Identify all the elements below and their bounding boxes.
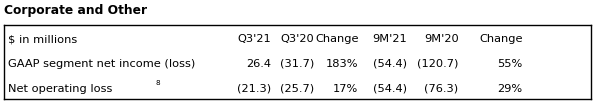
Text: Corporate and Other: Corporate and Other: [4, 4, 148, 17]
Text: 8: 8: [155, 80, 160, 86]
Text: 17%: 17%: [333, 84, 359, 94]
Text: (31.7): (31.7): [280, 59, 314, 68]
Text: 183%: 183%: [326, 59, 359, 68]
Text: 9M'20: 9M'20: [424, 35, 459, 44]
Text: Q3'20: Q3'20: [280, 35, 314, 44]
Text: (76.3): (76.3): [424, 84, 459, 94]
Text: 29%: 29%: [497, 84, 522, 94]
Text: (54.4): (54.4): [373, 84, 407, 94]
Text: (25.7): (25.7): [280, 84, 314, 94]
Text: $ in millions: $ in millions: [8, 35, 78, 44]
Text: (54.4): (54.4): [373, 59, 407, 68]
Text: 26.4: 26.4: [246, 59, 271, 68]
Text: GAAP segment net income (loss): GAAP segment net income (loss): [8, 59, 196, 68]
Text: Q3'21: Q3'21: [237, 35, 271, 44]
Text: Change: Change: [315, 35, 359, 44]
Text: (21.3): (21.3): [237, 84, 271, 94]
Text: 9M'21: 9M'21: [372, 35, 407, 44]
Text: Net operating loss: Net operating loss: [8, 84, 113, 94]
Text: (120.7): (120.7): [417, 59, 459, 68]
Text: 55%: 55%: [497, 59, 522, 68]
Text: Change: Change: [479, 35, 522, 44]
